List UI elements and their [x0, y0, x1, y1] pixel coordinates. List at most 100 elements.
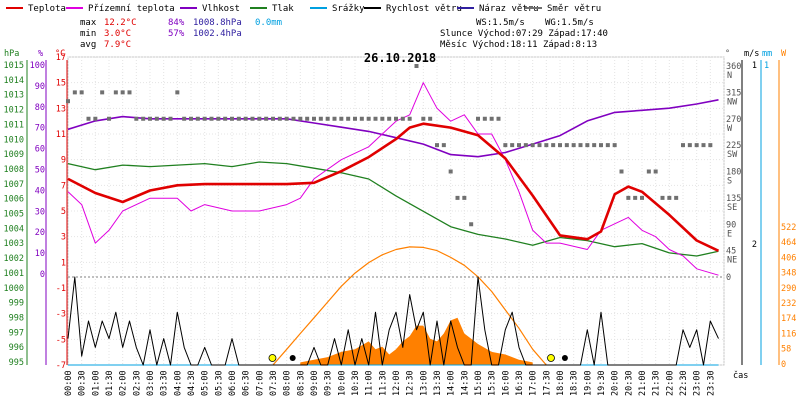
- wind-direction-point: [667, 195, 672, 200]
- direction-tick-label: 45: [726, 247, 736, 257]
- stats-pressure-value: 1008.8hPa: [193, 18, 242, 28]
- wind-direction-point: [182, 116, 187, 121]
- wind-direction-point: [482, 116, 487, 121]
- temperature-tick-label: 5: [61, 207, 66, 217]
- grid-lines: [67, 56, 725, 366]
- wind-direction-point: [517, 143, 521, 148]
- wind-direction-point: [195, 116, 200, 121]
- temperature-tick-label: -5: [56, 335, 66, 345]
- stats-rain-value: 0.0mm: [255, 18, 282, 28]
- wind-direction-point: [72, 90, 77, 95]
- x-tick-label: 14:00: [447, 370, 457, 396]
- wind-axis-unit: m/s: [744, 49, 759, 59]
- wind-direction-point: [189, 116, 193, 121]
- x-tick-label: 02:00: [119, 370, 129, 396]
- wind-direction-point: [421, 116, 426, 121]
- hpa-tick-label: 1007: [4, 180, 24, 190]
- hpa-tick-label: 1004: [4, 224, 24, 234]
- x-tick-label: 15:00: [474, 370, 484, 396]
- wind-direction-point: [530, 143, 535, 148]
- wind-direction-point: [223, 116, 228, 121]
- wind-direction-point: [284, 116, 289, 121]
- wind-direction-point: [428, 116, 433, 121]
- wind-direction-point: [318, 116, 323, 121]
- series-lines: [66, 64, 720, 366]
- hpa-tick-label: 1012: [4, 106, 24, 116]
- hpa-axis-unit: hPa: [4, 49, 19, 59]
- direction-tick-label: 270: [726, 115, 741, 125]
- x-tick-label: 00:00: [64, 370, 74, 396]
- theoretical-radiation-line: [272, 246, 547, 366]
- wind-direction-point: [660, 195, 665, 200]
- wind-direction-point: [373, 116, 378, 121]
- wind-direction-point: [551, 143, 556, 148]
- humidity-tick-label: 0: [40, 270, 45, 280]
- solar-tick-label: 406: [781, 253, 796, 263]
- stats-row-label: min: [80, 29, 96, 39]
- hpa-tick-label: 1014: [4, 76, 24, 86]
- wind-direction-point: [441, 143, 446, 148]
- stats-temperature-value: 7.9°C: [104, 40, 131, 50]
- wind-direction-point: [113, 90, 118, 95]
- x-tick-label: 10:00: [337, 370, 347, 396]
- humidity-tick-label: 50: [35, 166, 45, 176]
- legend-item-label: Teplota: [28, 4, 66, 14]
- wind-direction-point: [86, 116, 91, 121]
- x-tick-label: 18:30: [570, 370, 580, 396]
- x-tick-label: 00:30: [78, 370, 88, 396]
- sunrise-marker: [268, 354, 277, 362]
- direction-tick-label: 315: [726, 88, 741, 98]
- humidity-tick-label: 30: [35, 207, 45, 217]
- wind-direction-point: [708, 143, 713, 148]
- solar-tick-label: 0: [781, 360, 786, 370]
- direction-tick-label: 180: [726, 168, 741, 178]
- direction-tick-label: 225: [726, 141, 741, 151]
- wind-direction-point: [448, 169, 453, 174]
- hpa-tick-label: 1001: [4, 269, 24, 279]
- wind-direction-point: [93, 116, 98, 121]
- direction-tick-label: 0: [726, 273, 731, 283]
- x-tick-label: 11:30: [378, 370, 388, 396]
- humidity-tick-label: 70: [35, 124, 45, 134]
- humidity-tick-label: 10: [35, 249, 45, 259]
- moon-times: Měsíc Východ:18:11 Západ:8:13: [440, 40, 597, 50]
- ground-temperature-line: [67, 82, 719, 276]
- wind-direction-point: [257, 116, 262, 121]
- humidity-axis-unit: %: [38, 49, 43, 59]
- temperature-tick-label: 13: [56, 104, 66, 114]
- chart-date: 26.10.2018: [364, 51, 436, 65]
- wind-direction-point: [414, 64, 419, 68]
- hpa-tick-label: 1003: [4, 239, 24, 249]
- wind-direction-point: [161, 116, 166, 121]
- wind-direction-point: [366, 116, 371, 121]
- x-tick-label: 03:30: [160, 370, 170, 396]
- x-tick-label: 16:30: [515, 370, 525, 396]
- temperature-tick-label: 9: [61, 156, 66, 166]
- x-tick-label: 18:00: [556, 370, 566, 396]
- wind-direction-point: [578, 143, 583, 148]
- wind-direction-point: [298, 116, 303, 121]
- wind-direction-point: [681, 143, 685, 148]
- wind-direction-point: [694, 143, 699, 148]
- wind-direction-point: [592, 143, 597, 148]
- x-tick-label: 23:00: [693, 370, 703, 396]
- wind-direction-point: [489, 116, 494, 121]
- temperature-tick-label: -3: [56, 310, 66, 320]
- solar-tick-label: 58: [781, 345, 791, 355]
- temperature-axis-unit: °C: [55, 49, 65, 59]
- x-tick-label: 07:00: [255, 370, 265, 396]
- x-tick-label: 06:30: [242, 370, 252, 396]
- wind-direction-point: [619, 169, 624, 174]
- rain-tick-label: 1: [764, 61, 769, 71]
- x-tick-label: 07:30: [269, 370, 279, 396]
- x-tick-label: 01:30: [105, 370, 115, 396]
- humidity-tick-label: 80: [35, 103, 45, 113]
- x-tick-label: 04:30: [187, 370, 197, 396]
- wind-direction-point: [305, 116, 310, 121]
- wind-direction-point: [571, 143, 576, 148]
- hpa-tick-label: 998: [9, 313, 24, 323]
- solar-tick-label: 174: [781, 314, 796, 324]
- x-tick-label: 23:30: [706, 370, 716, 396]
- wind-direction-point: [120, 90, 125, 95]
- x-tick-label: 08:30: [296, 370, 306, 396]
